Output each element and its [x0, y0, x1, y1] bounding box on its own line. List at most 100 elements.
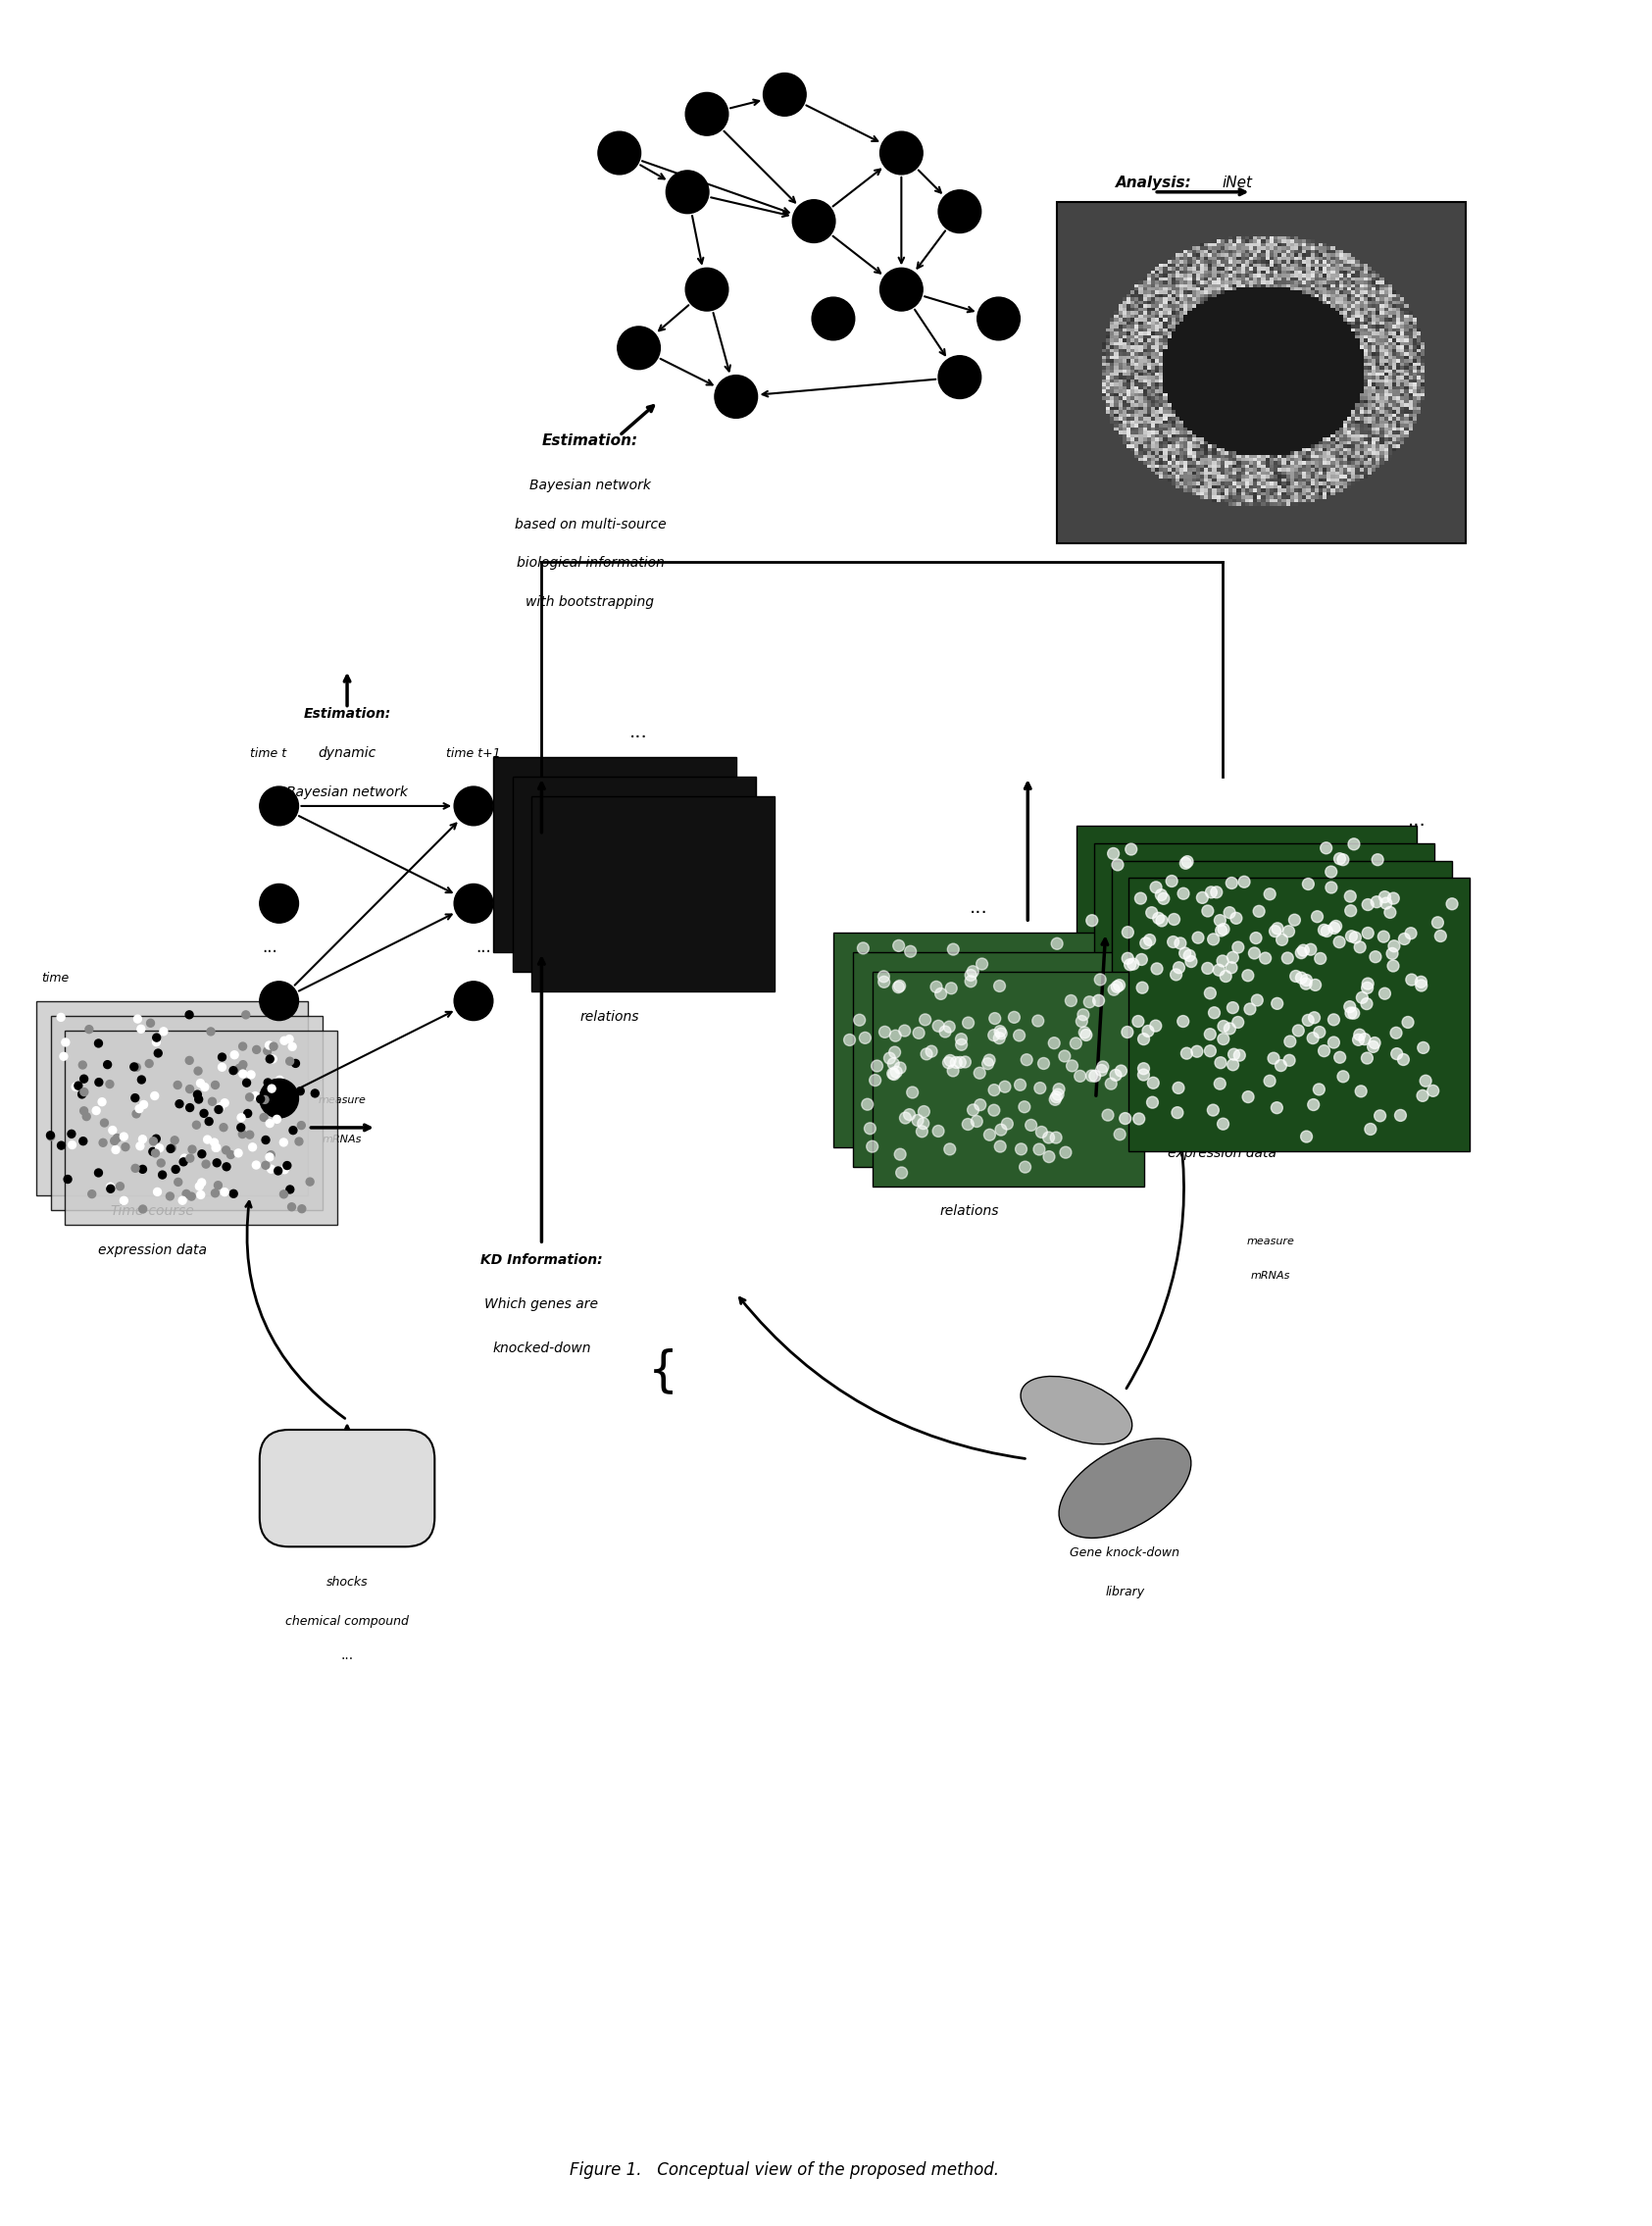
Circle shape [1302, 1015, 1313, 1026]
Text: Time-course: Time-course [111, 1204, 195, 1218]
Circle shape [1232, 1017, 1244, 1028]
Circle shape [1213, 964, 1224, 975]
Text: expression data: expression data [97, 1244, 206, 1258]
Circle shape [1379, 890, 1391, 904]
Circle shape [198, 1151, 206, 1158]
Circle shape [261, 1162, 269, 1169]
Text: Bayesian network: Bayesian network [286, 786, 408, 799]
Circle shape [935, 988, 947, 999]
Circle shape [985, 1129, 996, 1140]
Circle shape [454, 884, 492, 924]
Circle shape [83, 1113, 91, 1120]
Circle shape [1227, 1002, 1239, 1013]
Circle shape [1325, 866, 1336, 877]
Circle shape [1417, 1091, 1429, 1102]
Circle shape [904, 1109, 915, 1120]
Circle shape [844, 1035, 856, 1046]
Circle shape [1173, 1082, 1184, 1093]
Bar [1112, 861, 1452, 1133]
Circle shape [1191, 1046, 1203, 1057]
Circle shape [273, 1115, 281, 1124]
Text: time: time [41, 971, 69, 984]
Text: mRNAs: mRNAs [322, 1135, 362, 1144]
Circle shape [266, 1055, 274, 1064]
Ellipse shape [1059, 1438, 1191, 1538]
Circle shape [1026, 1120, 1037, 1131]
Circle shape [1107, 848, 1118, 859]
Circle shape [178, 1198, 187, 1204]
Circle shape [1042, 1151, 1056, 1162]
Circle shape [1370, 1037, 1381, 1048]
Circle shape [920, 1048, 932, 1060]
Circle shape [1178, 888, 1189, 899]
Circle shape [187, 1084, 193, 1093]
Circle shape [230, 1191, 238, 1198]
Circle shape [152, 1135, 160, 1142]
Circle shape [1406, 928, 1417, 939]
Text: chemical compound: chemical compound [286, 1614, 408, 1627]
Circle shape [686, 267, 729, 312]
Circle shape [932, 1020, 945, 1033]
Circle shape [149, 1137, 157, 1144]
Circle shape [121, 1133, 127, 1140]
Circle shape [1300, 977, 1312, 991]
Circle shape [114, 1135, 121, 1142]
Circle shape [1361, 982, 1373, 993]
Bar [872, 973, 1145, 1186]
Circle shape [1292, 1024, 1303, 1037]
Circle shape [1353, 1033, 1365, 1046]
Text: measure: measure [319, 1095, 367, 1106]
Circle shape [1365, 1124, 1376, 1135]
Circle shape [890, 1066, 902, 1077]
Circle shape [152, 1033, 160, 1042]
Circle shape [1077, 1008, 1089, 1020]
Circle shape [167, 1193, 173, 1200]
Circle shape [1166, 875, 1178, 886]
Circle shape [240, 1062, 246, 1068]
Circle shape [173, 1082, 182, 1089]
Circle shape [988, 1084, 999, 1095]
Circle shape [1171, 1106, 1183, 1117]
Circle shape [226, 1151, 235, 1158]
Circle shape [1218, 1117, 1229, 1131]
Circle shape [187, 1155, 193, 1162]
Circle shape [1300, 1131, 1312, 1142]
Circle shape [1361, 977, 1374, 991]
Circle shape [1336, 855, 1350, 866]
Circle shape [1102, 1109, 1113, 1122]
Circle shape [134, 1015, 142, 1024]
Circle shape [266, 1120, 274, 1126]
Circle shape [1330, 919, 1341, 933]
Circle shape [963, 1017, 975, 1028]
Circle shape [1300, 975, 1312, 986]
Text: Analysis:: Analysis: [1115, 176, 1191, 189]
Circle shape [259, 786, 299, 826]
Circle shape [981, 1057, 993, 1068]
Circle shape [1014, 1080, 1026, 1091]
Circle shape [172, 1166, 180, 1173]
Circle shape [1242, 1091, 1254, 1102]
Circle shape [221, 1100, 228, 1106]
Circle shape [150, 1093, 159, 1100]
Circle shape [1214, 915, 1226, 926]
Circle shape [881, 131, 923, 174]
Circle shape [1290, 971, 1302, 982]
Circle shape [866, 1140, 879, 1153]
Circle shape [1363, 928, 1374, 939]
Bar [64, 1031, 337, 1224]
Circle shape [917, 1117, 928, 1129]
Circle shape [79, 1075, 88, 1082]
Circle shape [297, 1122, 306, 1129]
Bar [852, 953, 1125, 1166]
Circle shape [311, 1089, 319, 1097]
Circle shape [241, 1011, 249, 1020]
Circle shape [1272, 922, 1284, 935]
Circle shape [894, 1149, 905, 1160]
Circle shape [1328, 922, 1340, 935]
Circle shape [1370, 951, 1381, 962]
Circle shape [1168, 913, 1180, 926]
Circle shape [1122, 1026, 1133, 1037]
Circle shape [122, 1144, 129, 1151]
Circle shape [278, 1102, 286, 1111]
Circle shape [988, 1104, 999, 1115]
